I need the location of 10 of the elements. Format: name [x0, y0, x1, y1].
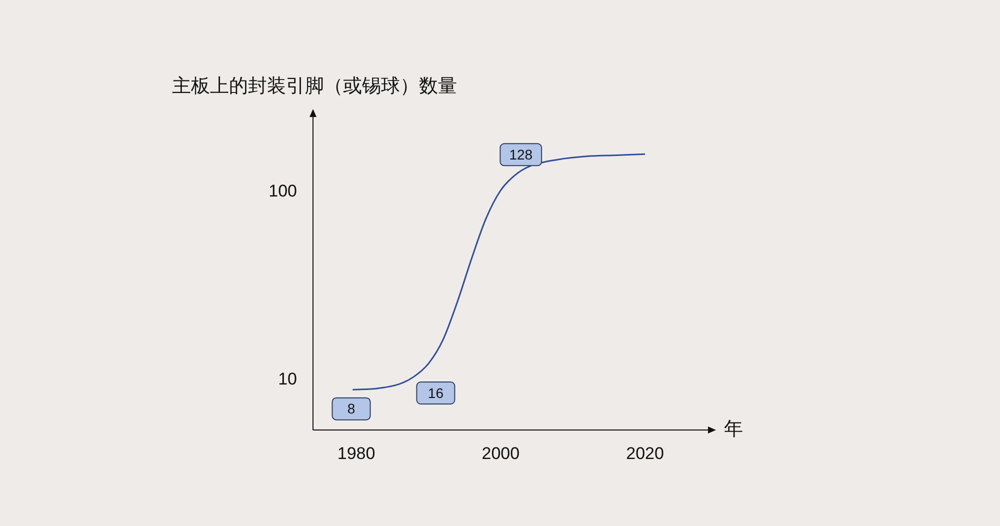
x-tick-label: 1980: [337, 444, 376, 463]
y-tick-label: 100: [268, 182, 297, 201]
x-tick-label: 2020: [626, 444, 664, 463]
annotation: 16: [428, 384, 444, 401]
x-axis-title: 年: [724, 419, 743, 440]
y-tick-label: 10: [278, 369, 297, 388]
y-axis-title: 主板上的封装引脚（或锡球）数量: [172, 75, 457, 98]
annotation: 8: [347, 400, 356, 417]
x-tick-label: 2000: [482, 444, 520, 463]
annotation: 128: [509, 146, 533, 163]
